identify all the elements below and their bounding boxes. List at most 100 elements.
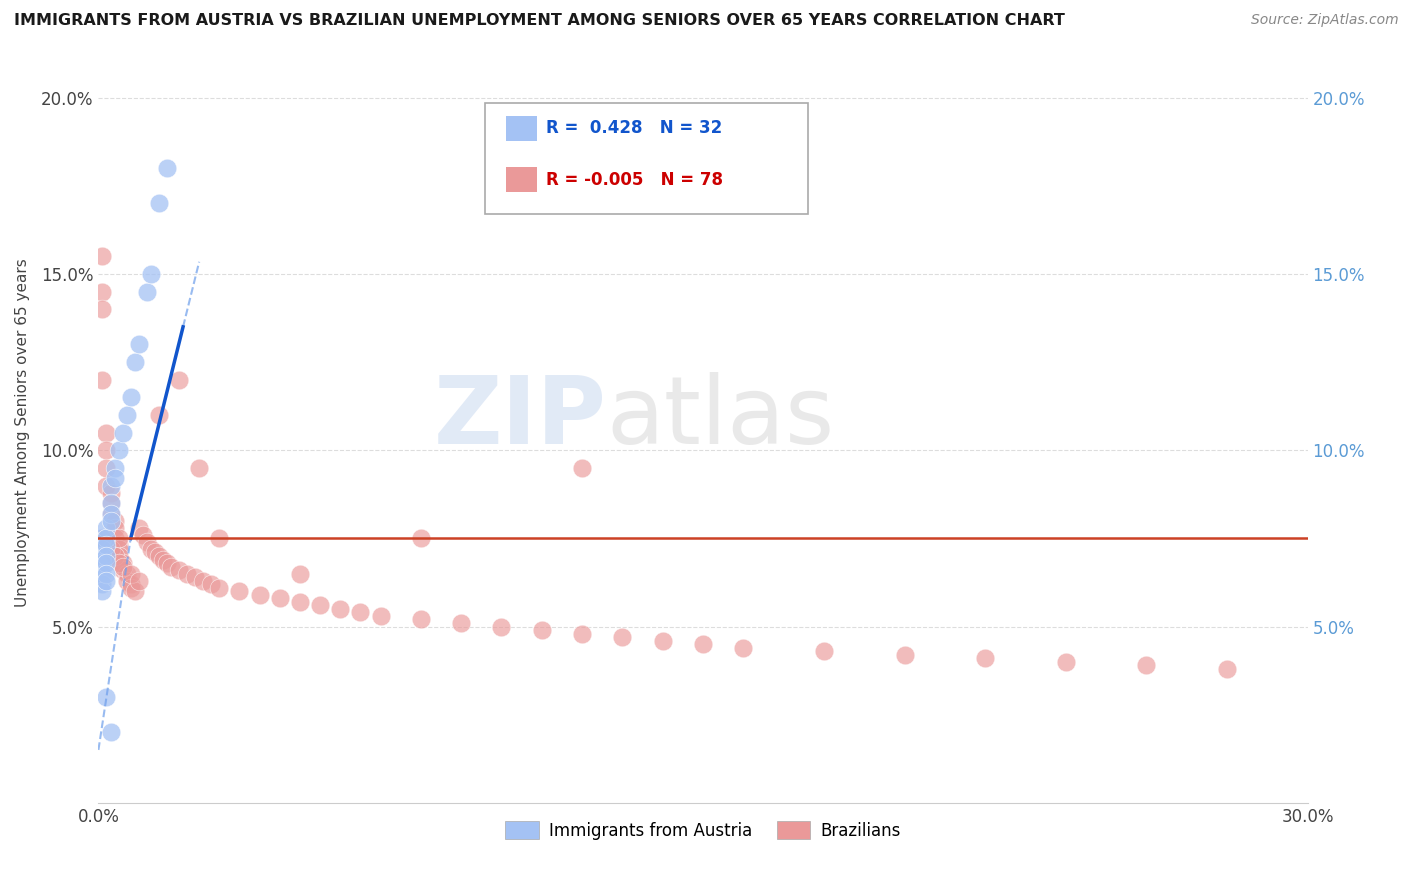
Point — [208, 581, 231, 595]
Point — [91, 532, 114, 546]
Point — [96, 532, 118, 546]
Point — [148, 549, 170, 563]
Point — [571, 626, 593, 640]
Text: R =  0.428   N = 32: R = 0.428 N = 32 — [546, 120, 721, 137]
Point — [132, 528, 155, 542]
Point — [160, 559, 183, 574]
Point — [148, 196, 170, 211]
Point — [128, 337, 150, 351]
Point — [184, 570, 207, 584]
Point — [409, 612, 432, 626]
Point — [96, 566, 118, 581]
Point — [491, 619, 513, 633]
Point — [96, 556, 118, 570]
Point — [139, 541, 162, 556]
Point — [96, 521, 118, 535]
Point — [288, 595, 311, 609]
Point — [115, 566, 138, 581]
Point — [100, 514, 122, 528]
Text: Source: ZipAtlas.com: Source: ZipAtlas.com — [1251, 13, 1399, 28]
Point — [349, 606, 371, 620]
Point — [128, 574, 150, 588]
Point — [100, 496, 122, 510]
Point — [309, 599, 332, 613]
Point — [107, 443, 129, 458]
Point — [974, 651, 997, 665]
Point — [733, 640, 755, 655]
Point — [200, 577, 222, 591]
Point — [91, 566, 114, 581]
Point — [120, 390, 142, 404]
Point — [115, 574, 138, 588]
Point — [139, 267, 162, 281]
Point — [91, 373, 114, 387]
Point — [813, 644, 835, 658]
Point — [124, 584, 146, 599]
Point — [128, 521, 150, 535]
Point — [100, 478, 122, 492]
Point — [111, 563, 134, 577]
Point — [156, 556, 179, 570]
Point — [100, 541, 122, 556]
Point — [249, 588, 271, 602]
Point — [91, 577, 114, 591]
Point — [269, 591, 291, 606]
Point — [100, 507, 122, 521]
Point — [120, 566, 142, 581]
Point — [450, 615, 472, 630]
Point — [228, 584, 250, 599]
Point — [103, 549, 125, 563]
Text: ZIP: ZIP — [433, 372, 606, 464]
Point — [329, 602, 352, 616]
Point — [188, 461, 211, 475]
Point — [893, 648, 915, 662]
Point — [208, 532, 231, 546]
Point — [409, 532, 432, 546]
Point — [96, 549, 118, 563]
Point — [96, 574, 118, 588]
Point — [100, 496, 122, 510]
Point — [107, 556, 129, 570]
Point — [96, 478, 118, 492]
Point — [530, 623, 553, 637]
Point — [91, 285, 114, 299]
Point — [120, 577, 142, 591]
Text: atlas: atlas — [606, 372, 835, 464]
Point — [651, 633, 673, 648]
Point — [167, 563, 190, 577]
Text: IMMIGRANTS FROM AUSTRIA VS BRAZILIAN UNEMPLOYMENT AMONG SENIORS OVER 65 YEARS CO: IMMIGRANTS FROM AUSTRIA VS BRAZILIAN UNE… — [14, 13, 1064, 29]
Point — [115, 408, 138, 422]
Point — [103, 532, 125, 546]
Point — [96, 425, 118, 440]
Point — [612, 630, 634, 644]
Point — [167, 373, 190, 387]
Point — [370, 609, 392, 624]
Point — [100, 485, 122, 500]
Point — [1054, 655, 1077, 669]
Point — [120, 581, 142, 595]
Point — [91, 541, 114, 556]
Point — [96, 443, 118, 458]
Point — [91, 549, 114, 563]
Point — [91, 584, 114, 599]
Point — [193, 574, 215, 588]
Point — [91, 532, 114, 546]
Point — [103, 514, 125, 528]
Point — [111, 556, 134, 570]
Point — [96, 538, 118, 552]
Point — [100, 725, 122, 739]
Point — [91, 556, 114, 570]
Point — [111, 559, 134, 574]
Point — [107, 549, 129, 563]
Point — [107, 532, 129, 546]
Point — [148, 408, 170, 422]
Point — [143, 545, 166, 559]
Y-axis label: Unemployment Among Seniors over 65 years: Unemployment Among Seniors over 65 years — [15, 259, 30, 607]
Point — [1216, 662, 1239, 676]
Point — [96, 538, 118, 552]
Point — [152, 552, 174, 566]
Point — [692, 637, 714, 651]
Text: R = -0.005   N = 78: R = -0.005 N = 78 — [546, 171, 723, 189]
Point — [176, 566, 198, 581]
Legend: Immigrants from Austria, Brazilians: Immigrants from Austria, Brazilians — [499, 814, 907, 847]
